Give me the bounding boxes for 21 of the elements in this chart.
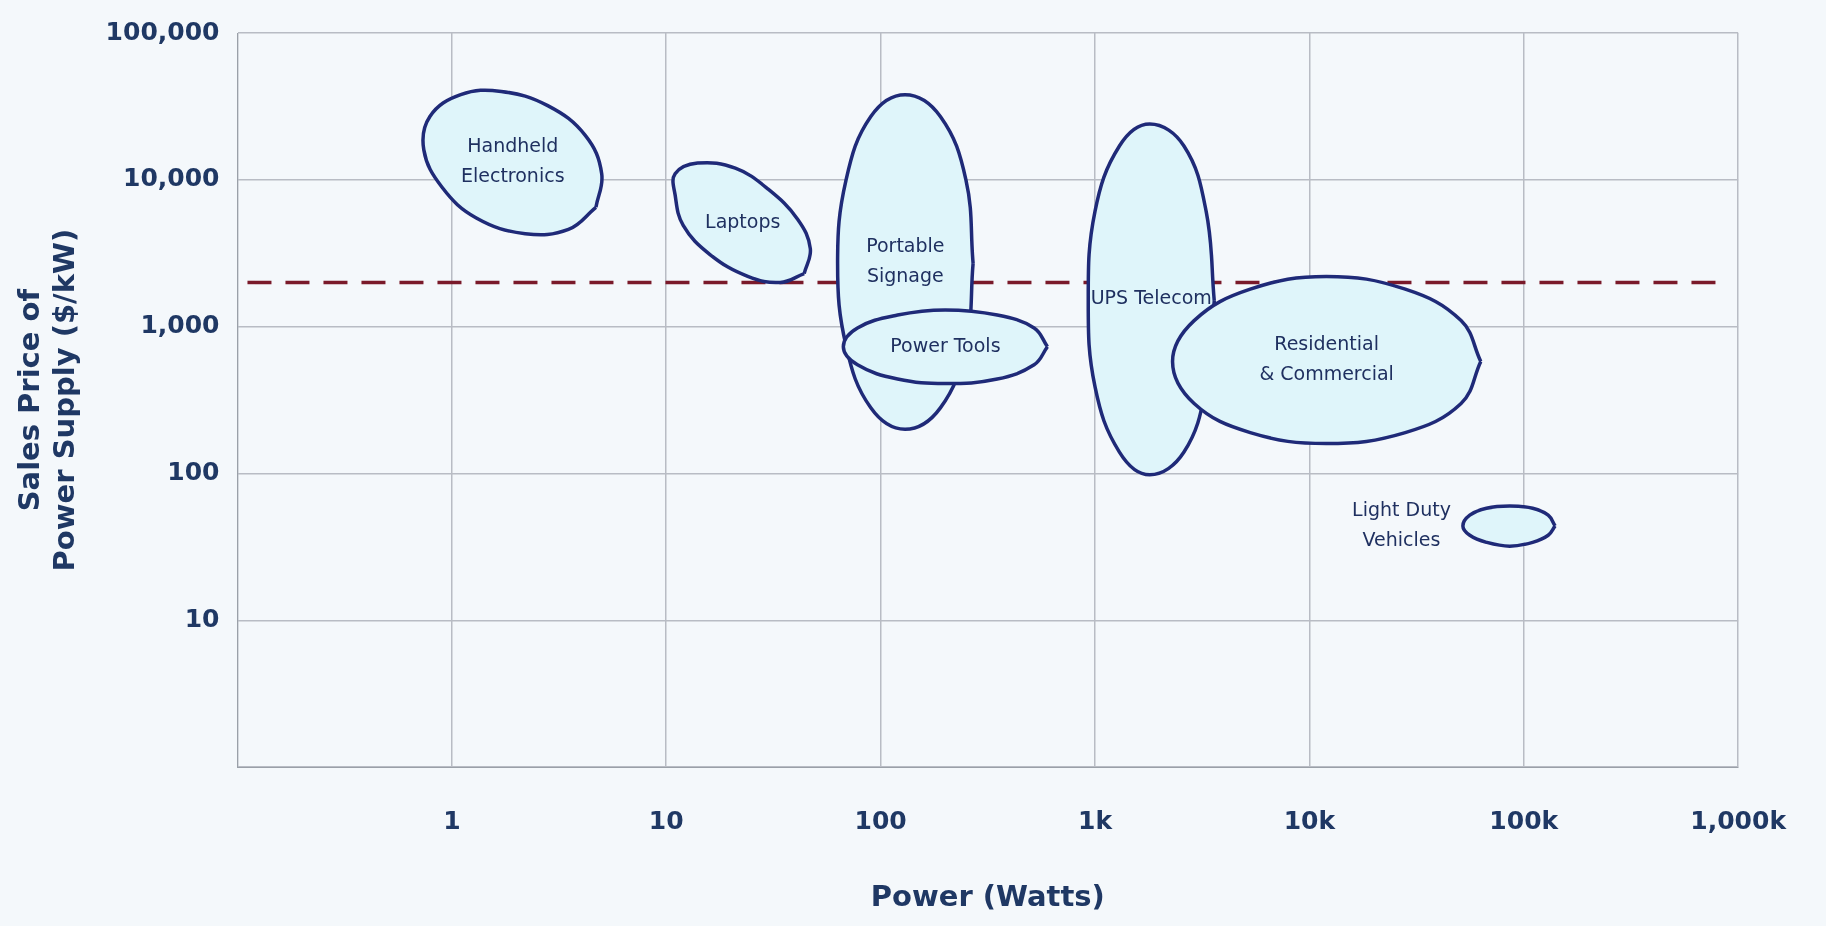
series-label: Laptops [705,209,781,232]
x-tick-label: 100 [854,805,907,835]
y-tick-label: 100 [167,457,220,487]
series-label: Light Duty Vehicles [1352,498,1451,551]
x-axis-title: Power (Watts) [870,879,1105,914]
y-tick-label: 100,000 [105,16,220,46]
y-tick-label: 10,000 [122,163,220,193]
series-label: UPS Telecom [1090,286,1212,309]
series-label: Residential & Commercial [1259,331,1394,384]
y-tick-label: 1,000 [140,310,220,340]
y-axis-title: Sales Price of Power Supply ($/kW) [11,228,81,572]
series-label: Power Tools [890,333,1001,356]
x-tick-label: 10k [1283,805,1337,835]
series-label: Portable Signage [866,233,945,286]
x-tick-label: 10 [648,805,684,835]
x-tick-label: 1k [1077,805,1114,835]
x-tick-label: 100k [1489,805,1560,835]
y-tick-label: 10 [184,603,220,633]
series-label: Handheld Electronics [460,134,565,187]
x-tick-label: 1,000k [1690,805,1788,835]
x-tick-label: 1 [443,805,461,835]
